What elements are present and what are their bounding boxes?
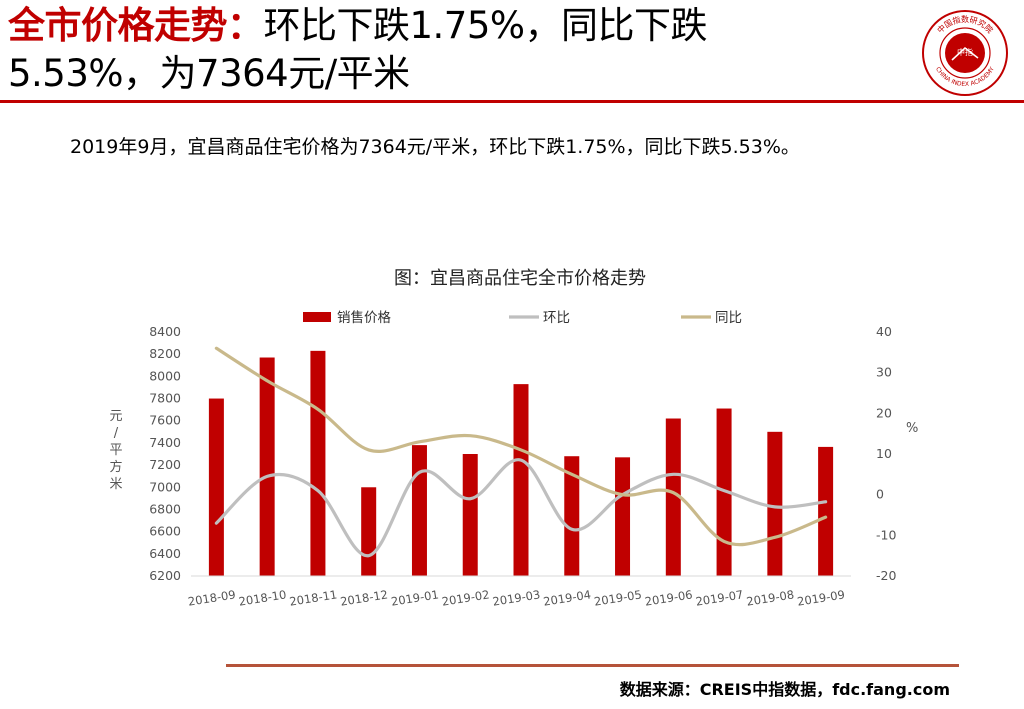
left-tick-label: 7200: [149, 457, 181, 472]
left-tick-label: 7400: [149, 435, 181, 450]
y-axis-left-title-char: 元: [109, 409, 122, 424]
left-tick-label: 8000: [149, 368, 181, 383]
x-tick-label: 2019-07: [695, 587, 745, 608]
right-tick-label: 40: [876, 324, 892, 339]
legend-label: 环比: [543, 310, 570, 326]
left-tick-label: 6400: [149, 546, 181, 561]
left-tick-label: 7000: [149, 479, 181, 494]
yoy-line: [214, 346, 828, 547]
logo-center-text: 中指: [957, 47, 973, 57]
title-line1-rest: 环比下跌1.75%，同比下跌: [263, 4, 708, 47]
y-axis-left-title-char: 米: [109, 477, 122, 492]
bar-2018-12: [361, 487, 377, 576]
title-highlight: 全市价格走势：: [8, 4, 264, 47]
legend-swatch-price: [303, 312, 331, 322]
bar-2019-09: [818, 446, 834, 576]
title-line2: 5.53%，为7364元/平米: [8, 52, 410, 95]
x-tick-label: 2019-09: [796, 587, 846, 608]
summary-text: 2019年9月，宜昌商品住宅价格为7364元/平米，环比下跌1.75%，同比下跌…: [70, 136, 800, 158]
x-tick-label: 2019-01: [390, 587, 440, 608]
right-tick-label: 10: [876, 446, 892, 461]
y-axis-left-title-char: 方: [109, 459, 122, 475]
title-divider: [0, 100, 1024, 103]
left-tick-label: 6800: [149, 501, 181, 516]
x-tick-label: 2019-03: [492, 587, 542, 608]
china-index-academy-logo: 中指 中国指数研究院 CHINA INDEX ACADEMY: [922, 10, 1008, 96]
page-title: 全市价格走势：环比下跌1.75%，同比下跌 5.53%，为7364元/平米: [8, 2, 888, 98]
x-tick-label: 2018-09: [187, 587, 237, 608]
bar-2018-09: [208, 398, 224, 576]
bar-2019-05: [615, 457, 631, 576]
y-axis-right-title: %: [906, 421, 918, 436]
mom-line: [214, 458, 828, 558]
price-trend-chart: 6200 6400 6600 6800 7000 7200 7400 7600 7800 8000…: [109, 310, 918, 609]
bar-2018-10: [259, 357, 275, 576]
x-tick-label: 2019-05: [593, 587, 643, 608]
legend-label: 同比: [715, 310, 742, 326]
bar-2019-06: [665, 418, 681, 576]
left-tick-label: 8400: [149, 324, 181, 339]
y-axis-left-title-char: /: [114, 426, 119, 441]
x-tick-label: 2019-08: [745, 587, 795, 608]
bottom-divider: [226, 664, 959, 667]
x-tick-label: 2019-02: [441, 587, 491, 608]
x-tick-label: 2019-04: [542, 587, 592, 608]
x-tick-label: 2019-06: [644, 587, 694, 608]
bar-2018-11: [310, 350, 326, 576]
x-tick-label: 2018-12: [339, 587, 389, 608]
left-tick-label: 8200: [149, 346, 181, 361]
left-tick-label: 7600: [149, 413, 181, 428]
x-tick-label: 2018-11: [288, 587, 338, 608]
data-source: 数据来源：CREIS中指数据，fdc.fang.com: [619, 680, 950, 699]
left-tick-label: 6600: [149, 524, 181, 539]
bar-2019-08: [767, 431, 783, 576]
right-tick-label: 20: [876, 405, 892, 420]
x-tick-label: 2018-10: [238, 587, 288, 608]
legend-label: 销售价格: [337, 310, 391, 326]
right-tick-label: -10: [876, 527, 896, 542]
left-tick-label: 7800: [149, 391, 181, 406]
left-tick-label: 6200: [149, 568, 181, 583]
bar-2019-03: [513, 384, 529, 576]
y-axis-left-title-char: 平: [109, 443, 122, 458]
bar-2019-01: [411, 445, 427, 576]
right-tick-label: 30: [876, 365, 892, 380]
chart-title: 图：宜昌商品住宅全市价格走势: [394, 268, 646, 289]
bar-2019-02: [462, 454, 478, 576]
right-tick-label: 0: [876, 487, 884, 502]
right-tick-label: -20: [876, 568, 896, 583]
bar-2019-04: [564, 456, 580, 576]
